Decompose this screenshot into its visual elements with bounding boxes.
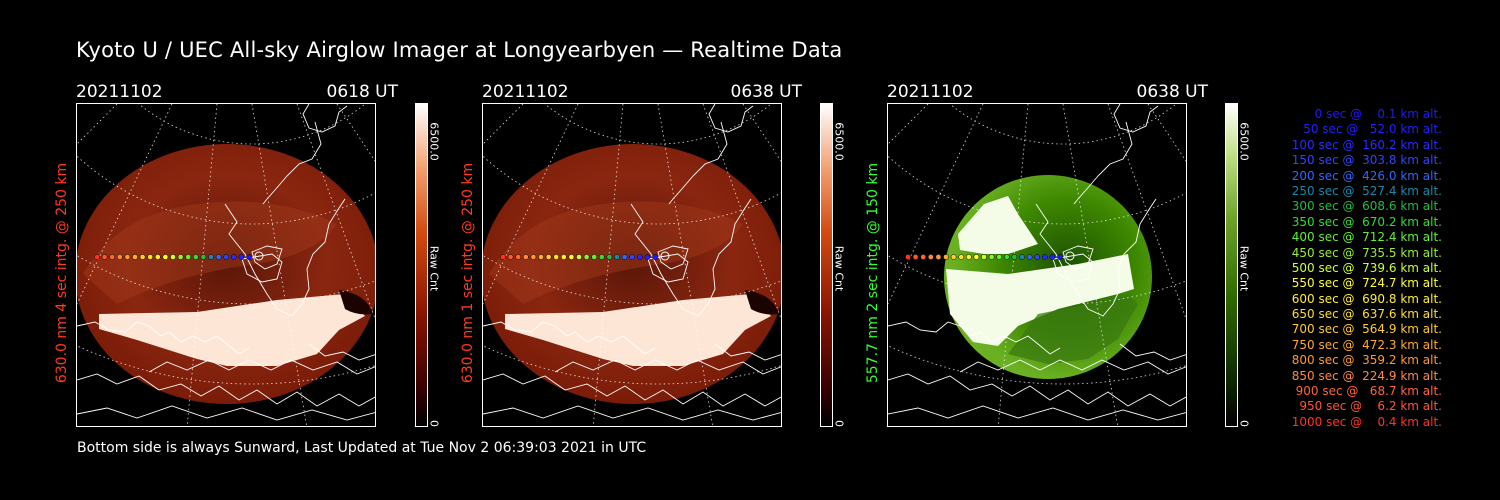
panel-2-date: 20211102 <box>482 82 569 102</box>
legend-entry: 700 sec @ 564.9 km alt. <box>1287 322 1442 337</box>
panel-3-time: 0638 UT <box>1136 82 1209 102</box>
trajectory-legend: 0 sec @ 0.1 km alt. 50 sec @ 52.0 km alt… <box>1256 107 1442 430</box>
panel-1-time: 0618 UT <box>326 82 399 102</box>
panel-3-date: 20211102 <box>887 82 974 102</box>
panel-3-colorbar <box>1225 103 1238 427</box>
panel-1-allsky-image <box>76 103 376 427</box>
panel-2-colorbar-max: 6500.0 <box>832 122 846 161</box>
legend-entry: 800 sec @ 359.2 km alt. <box>1287 353 1442 368</box>
panel-1-colorbar-min: 0 <box>427 420 441 427</box>
legend-entry: 550 sec @ 724.7 km alt. <box>1287 276 1442 291</box>
panel-2-wavelength-label: 630.0 nm 1 sec intg. @ 250 km <box>460 162 476 384</box>
legend-entry: 200 sec @ 426.0 km alt. <box>1287 168 1442 183</box>
legend-entry: 650 sec @ 637.6 km alt. <box>1287 307 1442 322</box>
footer-status: Bottom side is always Sunward, Last Upda… <box>77 440 647 456</box>
panel-1-wavelength-label: 630.0 nm 4 sec intg. @ 250 km <box>54 162 70 384</box>
panel-1-colorbar <box>415 103 428 427</box>
legend-entry: 850 sec @ 224.9 km alt. <box>1287 368 1442 383</box>
panel-2-colorbar-unit: Raw Cnt <box>832 245 846 292</box>
panel-3-colorbar-max: 6500.0 <box>1237 122 1251 161</box>
legend-entry: 500 sec @ 739.6 km alt. <box>1287 260 1442 275</box>
panel-1-colorbar-max: 6500.0 <box>427 122 441 161</box>
legend-entry: 950 sec @ 6.2 km alt. <box>1295 399 1442 414</box>
legend-entry: 1000 sec @ 0.4 km alt. <box>1291 414 1442 429</box>
panel-2-time: 0638 UT <box>730 82 803 102</box>
legend-entry: 100 sec @ 160.2 km alt. <box>1287 137 1442 152</box>
panel-3-wavelength-label: 557.7 nm 2 sec intg. @ 150 km <box>865 162 881 384</box>
panel-3-colorbar-min: 0 <box>1237 420 1251 427</box>
legend-entry: 400 sec @ 712.4 km alt. <box>1287 230 1442 245</box>
legend-entry: 600 sec @ 690.8 km alt. <box>1287 291 1442 306</box>
panel-2-colorbar-min: 0 <box>832 420 846 427</box>
legend-entry: 300 sec @ 608.6 km alt. <box>1287 199 1442 214</box>
panel-3-colorbar-unit: Raw Cnt <box>1237 245 1251 292</box>
page-title: Kyoto U / UEC All-sky Airglow Imager at … <box>76 38 843 62</box>
legend-entry: 900 sec @ 68.7 km alt. <box>1291 384 1442 399</box>
panel-2-colorbar <box>820 103 833 427</box>
legend-entry: 750 sec @ 472.3 km alt. <box>1287 337 1442 352</box>
legend-entry: 350 sec @ 670.2 km alt. <box>1287 214 1442 229</box>
panel-3-allsky-image <box>887 103 1187 427</box>
panel-1-colorbar-unit: Raw Cnt <box>427 245 441 292</box>
legend-entry: 150 sec @ 303.8 km alt. <box>1287 153 1442 168</box>
legend-entry: 450 sec @ 735.5 km alt. <box>1287 245 1442 260</box>
panel-2-allsky-image <box>482 103 782 427</box>
legend-entry: 250 sec @ 527.4 km alt. <box>1287 183 1442 198</box>
panel-1-date: 20211102 <box>76 82 163 102</box>
legend-entry: 50 sec @ 52.0 km alt. <box>1295 122 1442 137</box>
legend-entry: 0 sec @ 0.1 km alt. <box>1303 107 1442 121</box>
